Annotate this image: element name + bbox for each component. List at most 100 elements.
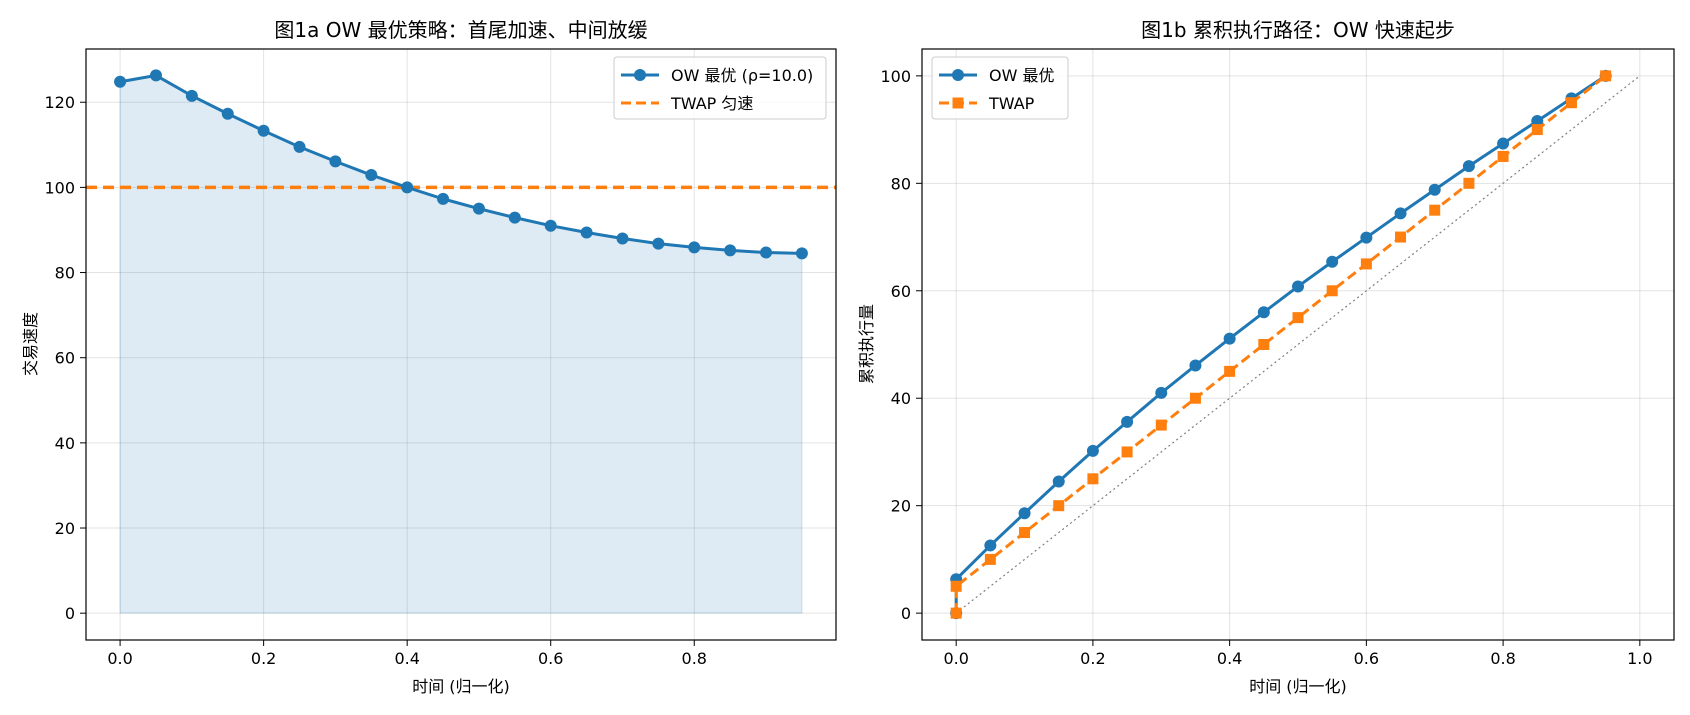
chart-speed-series (86, 69, 836, 614)
ow-path-point (1394, 207, 1407, 220)
speed-xtick-label: 0.8 (682, 649, 707, 668)
twap-path-point (1531, 124, 1543, 136)
ow-speed-point (221, 107, 234, 120)
ow-speed-point (652, 237, 665, 250)
chart-cumulative-ticks: 0.0 0.2 0.4 0.6 0.8 1.0 0 20 40 60 80 100 (880, 67, 1652, 668)
chart-speed-title: 图1a OW 最优策略：首尾加速、中间放缓 (274, 18, 647, 42)
ow-speed-point (293, 140, 306, 153)
twap-path-point (1497, 150, 1509, 162)
twap-path-point (1395, 231, 1407, 243)
twap-path-point (1292, 312, 1304, 324)
speed-xtick-label: 0.0 (107, 649, 132, 668)
ow-path-point (1292, 280, 1304, 293)
ow-path-point (1086, 444, 1099, 457)
speed-xtick-label: 0.4 (394, 649, 419, 668)
twap-path-point (1121, 446, 1133, 458)
chart-speed-frame (85, 48, 837, 641)
twap-path-point (1463, 177, 1475, 189)
legend-ow-path-marker (952, 69, 964, 81)
chart-speed-xlabel: 时间 (归一化) (412, 677, 510, 696)
ow-speed-point (760, 246, 773, 259)
ow-speed-point (257, 124, 270, 137)
legend-ow-marker (634, 69, 646, 81)
ow-path-point (984, 539, 997, 552)
ow-speed-point (401, 181, 414, 194)
ow-speed-point (795, 247, 808, 260)
twap-path-point (1565, 97, 1577, 109)
ow-speed-area (119, 74, 803, 614)
ow-path-point (1462, 160, 1475, 173)
speed-ytick-label: 20 (55, 519, 75, 538)
speed-xtick-label: 0.6 (538, 649, 563, 668)
cumulative-ytick-label: 80 (891, 174, 911, 193)
cumulative-xtick-label: 1.0 (1627, 649, 1652, 668)
ow-speed-point (114, 75, 127, 88)
speed-ytick-label: 80 (55, 264, 75, 283)
cumulative-ytick-label: 20 (891, 497, 911, 516)
chart-speed-ylabel: 交易速度 (21, 312, 40, 376)
twap-path-point (1326, 285, 1338, 297)
ow-path-point (1052, 475, 1065, 488)
legend-twap-label: TWAP 匀速 (670, 94, 753, 113)
ow-path-point (1531, 114, 1544, 127)
legend-twap-path-label: TWAP (988, 94, 1035, 113)
twap-path-point (1600, 70, 1612, 82)
twap-path-point (1429, 204, 1441, 216)
chart-speed: 0.0 0.2 0.4 0.6 0.8 0 20 40 60 80 100 120 图1a OW 最优… (21, 18, 837, 696)
ow-path-point (1189, 359, 1202, 372)
speed-ytick-label: 40 (55, 434, 75, 453)
chart-cumulative-xlabel: 时间 (归一化) (1249, 677, 1347, 696)
speed-ytick-label: 100 (44, 178, 75, 197)
ow-speed-line (119, 73, 802, 255)
ow-speed-point (688, 241, 701, 254)
ow-speed-point (472, 202, 485, 215)
ow-path-point (1257, 306, 1270, 319)
legend-twap-path-marker (952, 97, 964, 109)
ow-speed-point (185, 89, 198, 102)
twap-path-point (950, 607, 962, 619)
cumulative-ytick-label: 0 (901, 604, 911, 623)
twap-path-point (1087, 473, 1099, 485)
chart-cumulative-legend-box (931, 56, 1069, 120)
cumulative-xtick-label: 0.2 (1080, 649, 1105, 668)
twap-path-line (954, 74, 1607, 614)
ow-path-point (1326, 255, 1339, 268)
chart-cumulative-title: 图1b 累积执行路径：OW 快速起步 (1141, 18, 1455, 42)
ow-speed-point (149, 69, 162, 82)
cumulative-xtick-label: 0.4 (1217, 649, 1242, 668)
chart-cumulative-legend: OW 最优 TWAP (931, 56, 1069, 120)
ow-speed-point (544, 219, 557, 232)
ow-path-point (1121, 415, 1134, 428)
ow-path-point (1223, 332, 1236, 345)
twap-path-point (1224, 365, 1236, 377)
ow-speed-point (616, 232, 629, 245)
chart-cumulative: 0.0 0.2 0.4 0.6 0.8 1.0 0 20 40 60 80 100 图1b 累积执行路… (857, 18, 1675, 696)
cumulative-xtick-label: 0.0 (943, 649, 968, 668)
twap-path-point (1053, 500, 1065, 512)
legend-ow-label: OW 最优 (ρ=10.0) (671, 66, 813, 85)
chart-speed-legend: OW 最优 (ρ=10.0) TWAP 匀速 (613, 56, 827, 120)
chart-speed-ticks: 0.0 0.2 0.4 0.6 0.8 0 20 40 60 80 100 120 (44, 93, 707, 668)
legend-ow-path-label: OW 最优 (989, 66, 1055, 85)
speed-ytick-label: 60 (55, 349, 75, 368)
twap-path-point (950, 580, 962, 592)
twap-path-point (1189, 392, 1201, 404)
ow-speed-point (329, 155, 342, 168)
ow-speed-point (724, 244, 737, 257)
twap-path-point (1258, 339, 1270, 350)
diagonal-reference-line (955, 75, 1641, 614)
speed-ytick-label: 0 (65, 604, 75, 623)
cumulative-ytick-label: 60 (891, 282, 911, 301)
ow-speed-point (365, 169, 378, 182)
twap-path-point (984, 553, 996, 565)
chart-speed-legend-box (613, 56, 827, 120)
chart-cumulative-ylabel: 累积执行量 (857, 304, 876, 384)
ow-path-point (1428, 183, 1441, 196)
ow-speed-point (580, 226, 593, 239)
twap-path-point (1155, 419, 1167, 431)
cumulative-xtick-label: 0.6 (1354, 649, 1379, 668)
cumulative-ytick-label: 40 (891, 389, 911, 408)
speed-xtick-label: 0.2 (251, 649, 276, 668)
twap-path-point (1360, 258, 1372, 270)
twap-path-point (1019, 527, 1031, 539)
